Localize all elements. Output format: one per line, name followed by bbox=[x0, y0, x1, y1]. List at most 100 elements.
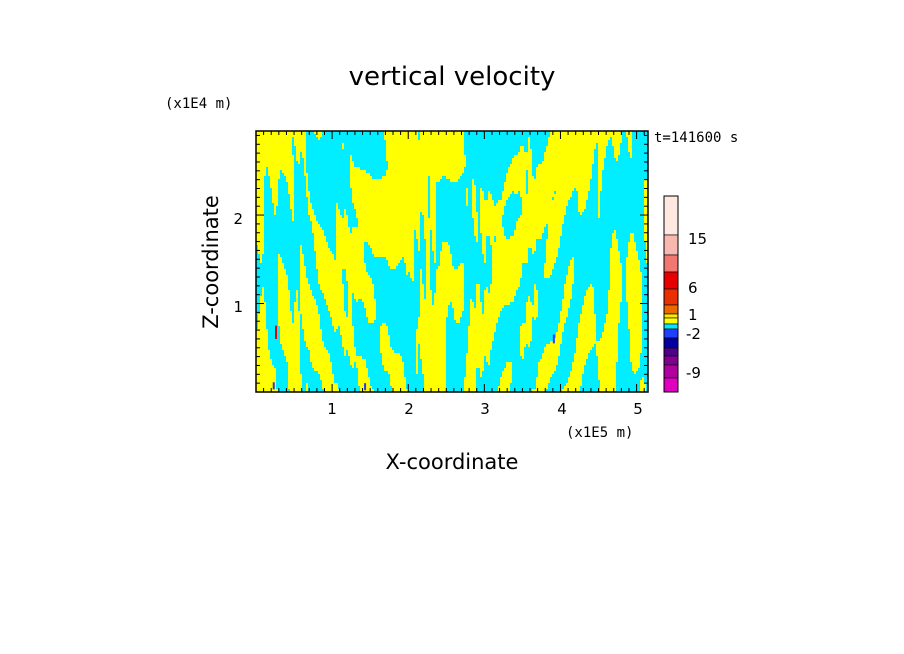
field-cell bbox=[384, 131, 419, 135]
field-cell bbox=[598, 161, 605, 165]
field-cell bbox=[420, 278, 423, 282]
field-cell bbox=[280, 326, 301, 330]
field-cell bbox=[518, 152, 533, 156]
field-cell bbox=[440, 251, 451, 255]
field-cell bbox=[538, 293, 565, 297]
field-cell bbox=[278, 197, 291, 201]
field-cell bbox=[630, 233, 635, 237]
field-cell bbox=[528, 173, 533, 177]
field-cell bbox=[256, 386, 277, 390]
field-cell bbox=[428, 203, 431, 207]
field-cell bbox=[352, 293, 355, 297]
field-cell bbox=[486, 257, 493, 261]
field-cell bbox=[320, 314, 331, 318]
field-cell bbox=[446, 350, 469, 354]
field-cell bbox=[464, 308, 471, 312]
field-cell bbox=[450, 179, 459, 183]
field-cell bbox=[644, 209, 648, 213]
field-cell bbox=[430, 176, 443, 180]
field-cell bbox=[300, 158, 305, 162]
field-cell bbox=[600, 386, 617, 390]
field-cell bbox=[466, 203, 469, 207]
field-cell bbox=[642, 347, 648, 351]
field-cell bbox=[424, 236, 431, 240]
field-cell bbox=[452, 260, 485, 264]
field-cell bbox=[582, 380, 601, 384]
field-cell bbox=[436, 272, 465, 276]
field-cell bbox=[550, 275, 567, 279]
field-cell bbox=[480, 218, 503, 222]
field-cell bbox=[366, 263, 389, 267]
field-cell bbox=[256, 284, 279, 288]
field-cell bbox=[256, 332, 269, 336]
field-cell bbox=[582, 305, 595, 309]
field-cell bbox=[306, 152, 387, 156]
field-cell bbox=[612, 143, 621, 147]
strong-velocity-streak bbox=[552, 334, 555, 344]
field-cell bbox=[386, 155, 467, 159]
field-cell bbox=[628, 302, 643, 306]
field-cell bbox=[568, 380, 583, 384]
field-cell bbox=[388, 161, 467, 165]
field-cell bbox=[620, 143, 629, 147]
field-cell bbox=[598, 209, 601, 213]
field-cell bbox=[626, 290, 643, 294]
field-cell bbox=[616, 371, 635, 375]
field-cell bbox=[642, 314, 648, 318]
field-cell bbox=[436, 191, 467, 195]
field-cell bbox=[366, 314, 377, 318]
field-cell bbox=[436, 257, 441, 261]
field-cell bbox=[344, 302, 349, 306]
field-cell bbox=[528, 344, 531, 348]
field-cell bbox=[482, 248, 487, 252]
field-cell bbox=[324, 233, 337, 237]
field-cell bbox=[432, 239, 437, 243]
field-cell bbox=[620, 152, 631, 156]
field-cell bbox=[436, 185, 473, 189]
field-cell bbox=[506, 362, 513, 366]
field-cell bbox=[264, 206, 275, 210]
field-cell bbox=[294, 209, 309, 213]
field-cell bbox=[280, 329, 301, 333]
field-cell bbox=[262, 293, 265, 297]
field-cell bbox=[300, 287, 311, 291]
field-cell bbox=[344, 143, 387, 147]
field-cell bbox=[348, 215, 357, 219]
field-cell bbox=[352, 158, 387, 162]
field-cell bbox=[560, 317, 567, 321]
field-cell bbox=[274, 203, 279, 207]
field-cell bbox=[582, 377, 599, 381]
field-cell bbox=[428, 206, 431, 210]
field-cell bbox=[616, 380, 641, 384]
field-cell bbox=[256, 167, 267, 171]
field-cell bbox=[474, 227, 479, 231]
field-cell bbox=[308, 347, 327, 351]
field-cell bbox=[558, 326, 565, 330]
field-cell bbox=[548, 386, 565, 390]
field-cell bbox=[600, 203, 645, 207]
field-cell bbox=[640, 362, 648, 366]
field-cell bbox=[606, 149, 615, 153]
field-cell bbox=[256, 368, 277, 372]
field-cell bbox=[430, 212, 437, 216]
field-cell bbox=[594, 308, 609, 312]
field-cell bbox=[640, 356, 648, 360]
strong-velocity-streak bbox=[275, 325, 278, 339]
field-cell bbox=[516, 221, 565, 225]
field-cell bbox=[426, 242, 431, 246]
field-cell bbox=[482, 374, 503, 378]
field-cell bbox=[310, 191, 353, 195]
field-cell bbox=[618, 341, 631, 345]
field-cell bbox=[616, 233, 631, 237]
field-cell bbox=[300, 152, 303, 156]
field-cell bbox=[572, 194, 579, 198]
field-cell bbox=[332, 365, 353, 369]
field-cell bbox=[480, 287, 487, 291]
field-cell bbox=[642, 332, 648, 336]
field-cell bbox=[608, 302, 621, 306]
colorbar-segment bbox=[663, 337, 679, 349]
field-cell bbox=[492, 341, 521, 345]
field-cell bbox=[482, 239, 487, 243]
field-cell bbox=[610, 272, 623, 276]
field-cell bbox=[294, 176, 307, 180]
